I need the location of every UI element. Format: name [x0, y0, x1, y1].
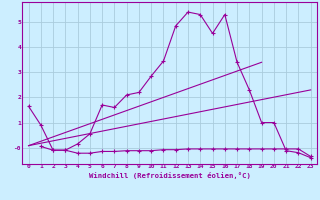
X-axis label: Windchill (Refroidissement éolien,°C): Windchill (Refroidissement éolien,°C): [89, 172, 251, 179]
